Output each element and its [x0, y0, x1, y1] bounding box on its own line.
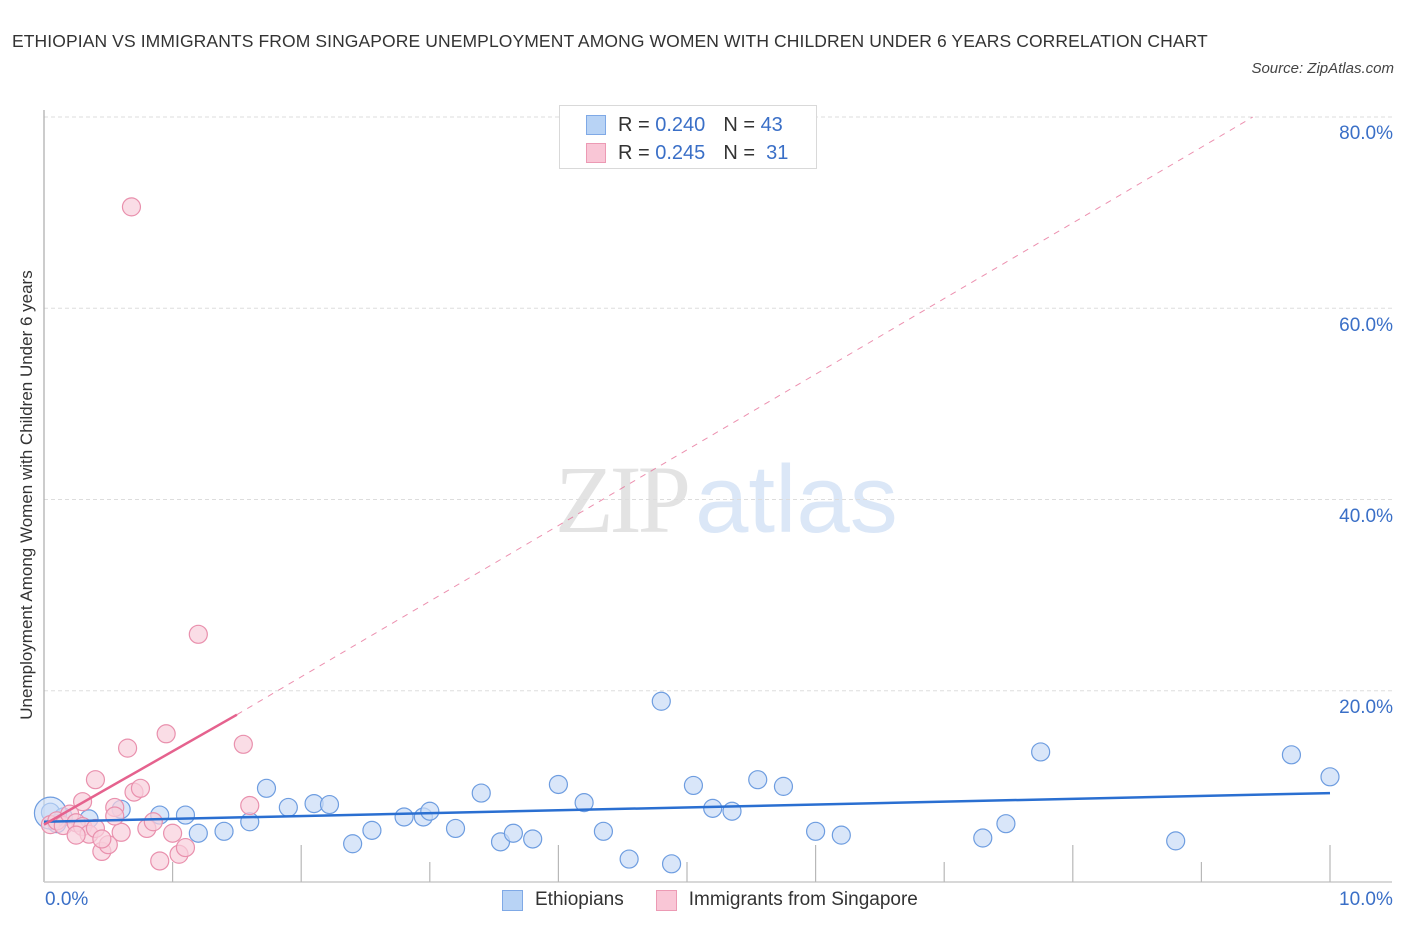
r-value: 0.240: [655, 113, 706, 136]
y-tick-20: 20.0%: [1339, 697, 1393, 718]
swatch-ethiopians: [502, 889, 523, 911]
swatch-ethiopians: [586, 115, 606, 135]
x-tick-max: 10.0%: [1339, 889, 1393, 910]
gridlines: [44, 116, 1392, 692]
n-value: 31: [766, 141, 789, 164]
chart-title: ETHIOPIAN VS IMMIGRANTS FROM SINGAPORE U…: [12, 31, 1208, 51]
stats-row-singapore: R = 0.245 N = 31: [586, 141, 788, 165]
points-singapore: [40, 197, 260, 871]
n-label: N =: [723, 141, 755, 164]
y-axis-label: Unemployment Among Women with Children U…: [17, 270, 36, 720]
legend-label: Ethiopians: [535, 889, 624, 910]
legend-item-singapore[interactable]: Immigrants from Singapore: [655, 889, 918, 911]
stats-row-ethiopians: R = 0.240 N = 43: [586, 113, 783, 137]
n-value: 43: [760, 113, 783, 136]
y-tick-80: 80.0%: [1339, 123, 1393, 144]
y-tick-60: 60.0%: [1339, 315, 1393, 336]
x-tick-min: 0.0%: [45, 889, 89, 910]
trendline-singapore: [43, 116, 1254, 826]
stats-legend: R = 0.240 N = 43 R = 0.245 N = 31: [559, 105, 817, 169]
y-tick-40: 40.0%: [1339, 506, 1393, 527]
r-value: 0.245: [655, 141, 706, 164]
r-label: R =: [618, 113, 650, 136]
axes: [43, 110, 1392, 883]
n-label: N =: [723, 113, 755, 136]
series-legend: Ethiopians Immigrants from Singapore: [502, 889, 950, 911]
swatch-singapore: [586, 143, 606, 163]
trendline-ethiopians: [43, 791, 1331, 824]
source-credit: Source: ZipAtlas.com: [1251, 60, 1394, 77]
swatch-singapore: [655, 889, 677, 911]
r-label: R =: [618, 141, 650, 164]
legend-label: Immigrants from Singapore: [688, 889, 918, 910]
legend-item-ethiopians[interactable]: Ethiopians: [502, 889, 624, 911]
